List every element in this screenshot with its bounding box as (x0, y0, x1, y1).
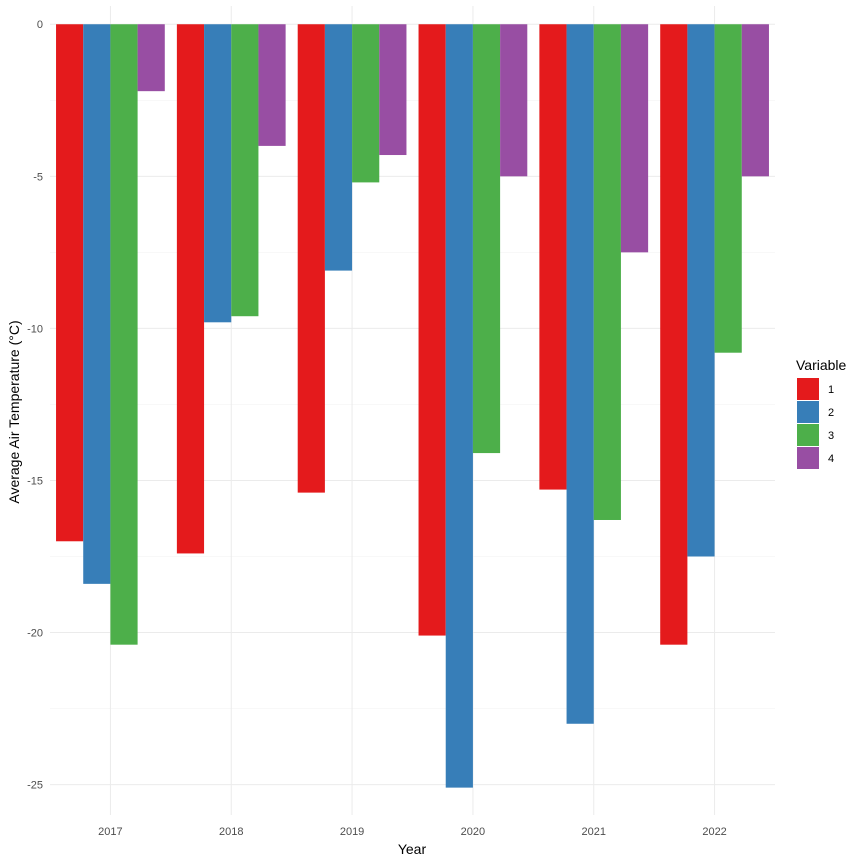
legend-swatch-1 (797, 378, 819, 400)
y-tick-label: -25 (27, 780, 43, 792)
legend-swatch-3 (797, 424, 819, 446)
bar-2020-series-2 (445, 24, 473, 788)
x-axis-title: Year (398, 841, 427, 857)
x-tick-label: 2019 (340, 826, 364, 838)
y-tick-label: -20 (27, 628, 43, 640)
bar-2022-series-3 (714, 24, 742, 353)
y-tick-label: 0 (37, 19, 43, 31)
bar-2020-series-1 (418, 24, 446, 636)
bar-2017-series-3 (110, 24, 138, 645)
legend: Variable 1 2 3 4 (796, 357, 847, 469)
x-tick-label: 2017 (98, 826, 122, 838)
x-tick-label: 2018 (219, 826, 243, 838)
bar-2018-series-1 (176, 24, 205, 554)
legend-label-1: 1 (828, 384, 834, 396)
x-tick-label: 2021 (582, 826, 606, 838)
bar-2019-series-1 (297, 24, 325, 493)
bar-2018-series-3 (231, 24, 259, 317)
y-axis-title: Average Air Temperature (°C) (6, 320, 22, 503)
bar-2021-series-1 (539, 24, 567, 490)
bar-2022-series-4 (741, 24, 769, 177)
bar-2022-series-2 (687, 24, 715, 557)
bar-2018-series-4 (258, 24, 286, 146)
y-tick-label: -5 (33, 171, 43, 183)
legend-swatch-4 (797, 447, 819, 469)
bars (56, 24, 769, 788)
legend-swatch-2 (797, 401, 819, 423)
y-axis-ticks: 0 -5 -10 -15 -20 -25 (27, 19, 43, 791)
bar-2017-series-4 (137, 24, 165, 92)
legend-label-4: 4 (828, 453, 834, 465)
y-tick-label: -15 (27, 475, 43, 487)
bar-2019-series-2 (324, 24, 353, 271)
bar-2017-series-1 (56, 24, 84, 542)
bar-2021-series-2 (566, 24, 594, 724)
bar-2022-series-1 (660, 24, 688, 645)
bar-2019-series-4 (379, 24, 407, 156)
x-tick-label: 2022 (702, 826, 726, 838)
legend-label-3: 3 (828, 430, 834, 442)
legend-title: Variable (796, 357, 847, 373)
y-tick-label: -10 (27, 323, 43, 335)
x-axis-ticks: 2017 2018 2019 2020 2021 2022 (98, 826, 727, 838)
bar-2017-series-2 (83, 24, 111, 584)
bar-2021-series-3 (593, 24, 621, 520)
legend-label-2: 2 (828, 407, 834, 419)
bar-2019-series-3 (352, 24, 380, 183)
bar-2018-series-2 (204, 24, 232, 323)
bar-2020-series-3 (472, 24, 501, 454)
x-tick-label: 2020 (461, 826, 485, 838)
bar-2020-series-4 (500, 24, 528, 177)
bar-2021-series-4 (620, 24, 649, 253)
